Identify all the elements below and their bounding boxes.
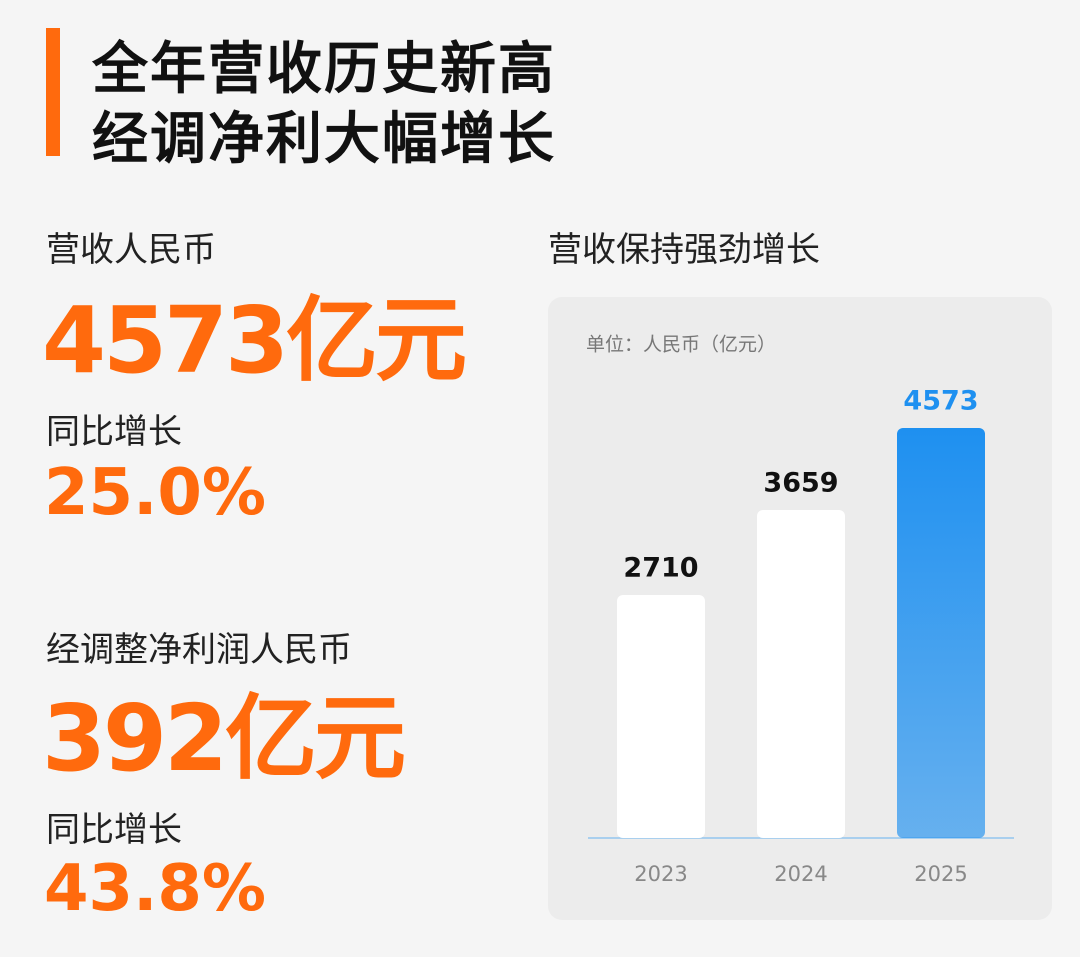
title-line: 全年营收历史新高 [92, 37, 556, 102]
metric-value: 4573亿元 [42, 287, 467, 394]
value-label: 3659 [763, 467, 838, 498]
change-label: 同比增长 [46, 810, 182, 850]
value-label: 4573 [903, 386, 978, 417]
chart-subtitle: 单位：人民币（亿元） [586, 334, 776, 356]
metric-value: 392亿元 [42, 685, 406, 792]
chart-title: 营收保持强劲增长 [548, 230, 820, 270]
x-tick-label: 2023 [634, 862, 687, 886]
value-label: 2710 [623, 553, 698, 584]
change-value: 43.8% [44, 852, 267, 926]
accent-bar [46, 28, 60, 156]
change-value: 25.0% [44, 456, 267, 530]
title-line: 经调净利大幅增长 [92, 107, 556, 172]
bar [757, 509, 845, 838]
x-tick-label: 2025 [914, 862, 967, 886]
metric-label: 营收人民币 [46, 230, 216, 270]
chart: 单位：人民币（亿元） 2710 2023 3659 2024 4573 2025 [586, 334, 1014, 886]
x-tick-label: 2024 [774, 862, 827, 886]
change-label: 同比增长 [46, 412, 182, 452]
chart-panel: 单位：人民币（亿元） 2710 2023 3659 2024 4573 2025 [548, 297, 1052, 920]
bar [897, 428, 985, 838]
bar [617, 595, 705, 838]
metric-label: 经调整净利润人民币 [46, 630, 352, 670]
